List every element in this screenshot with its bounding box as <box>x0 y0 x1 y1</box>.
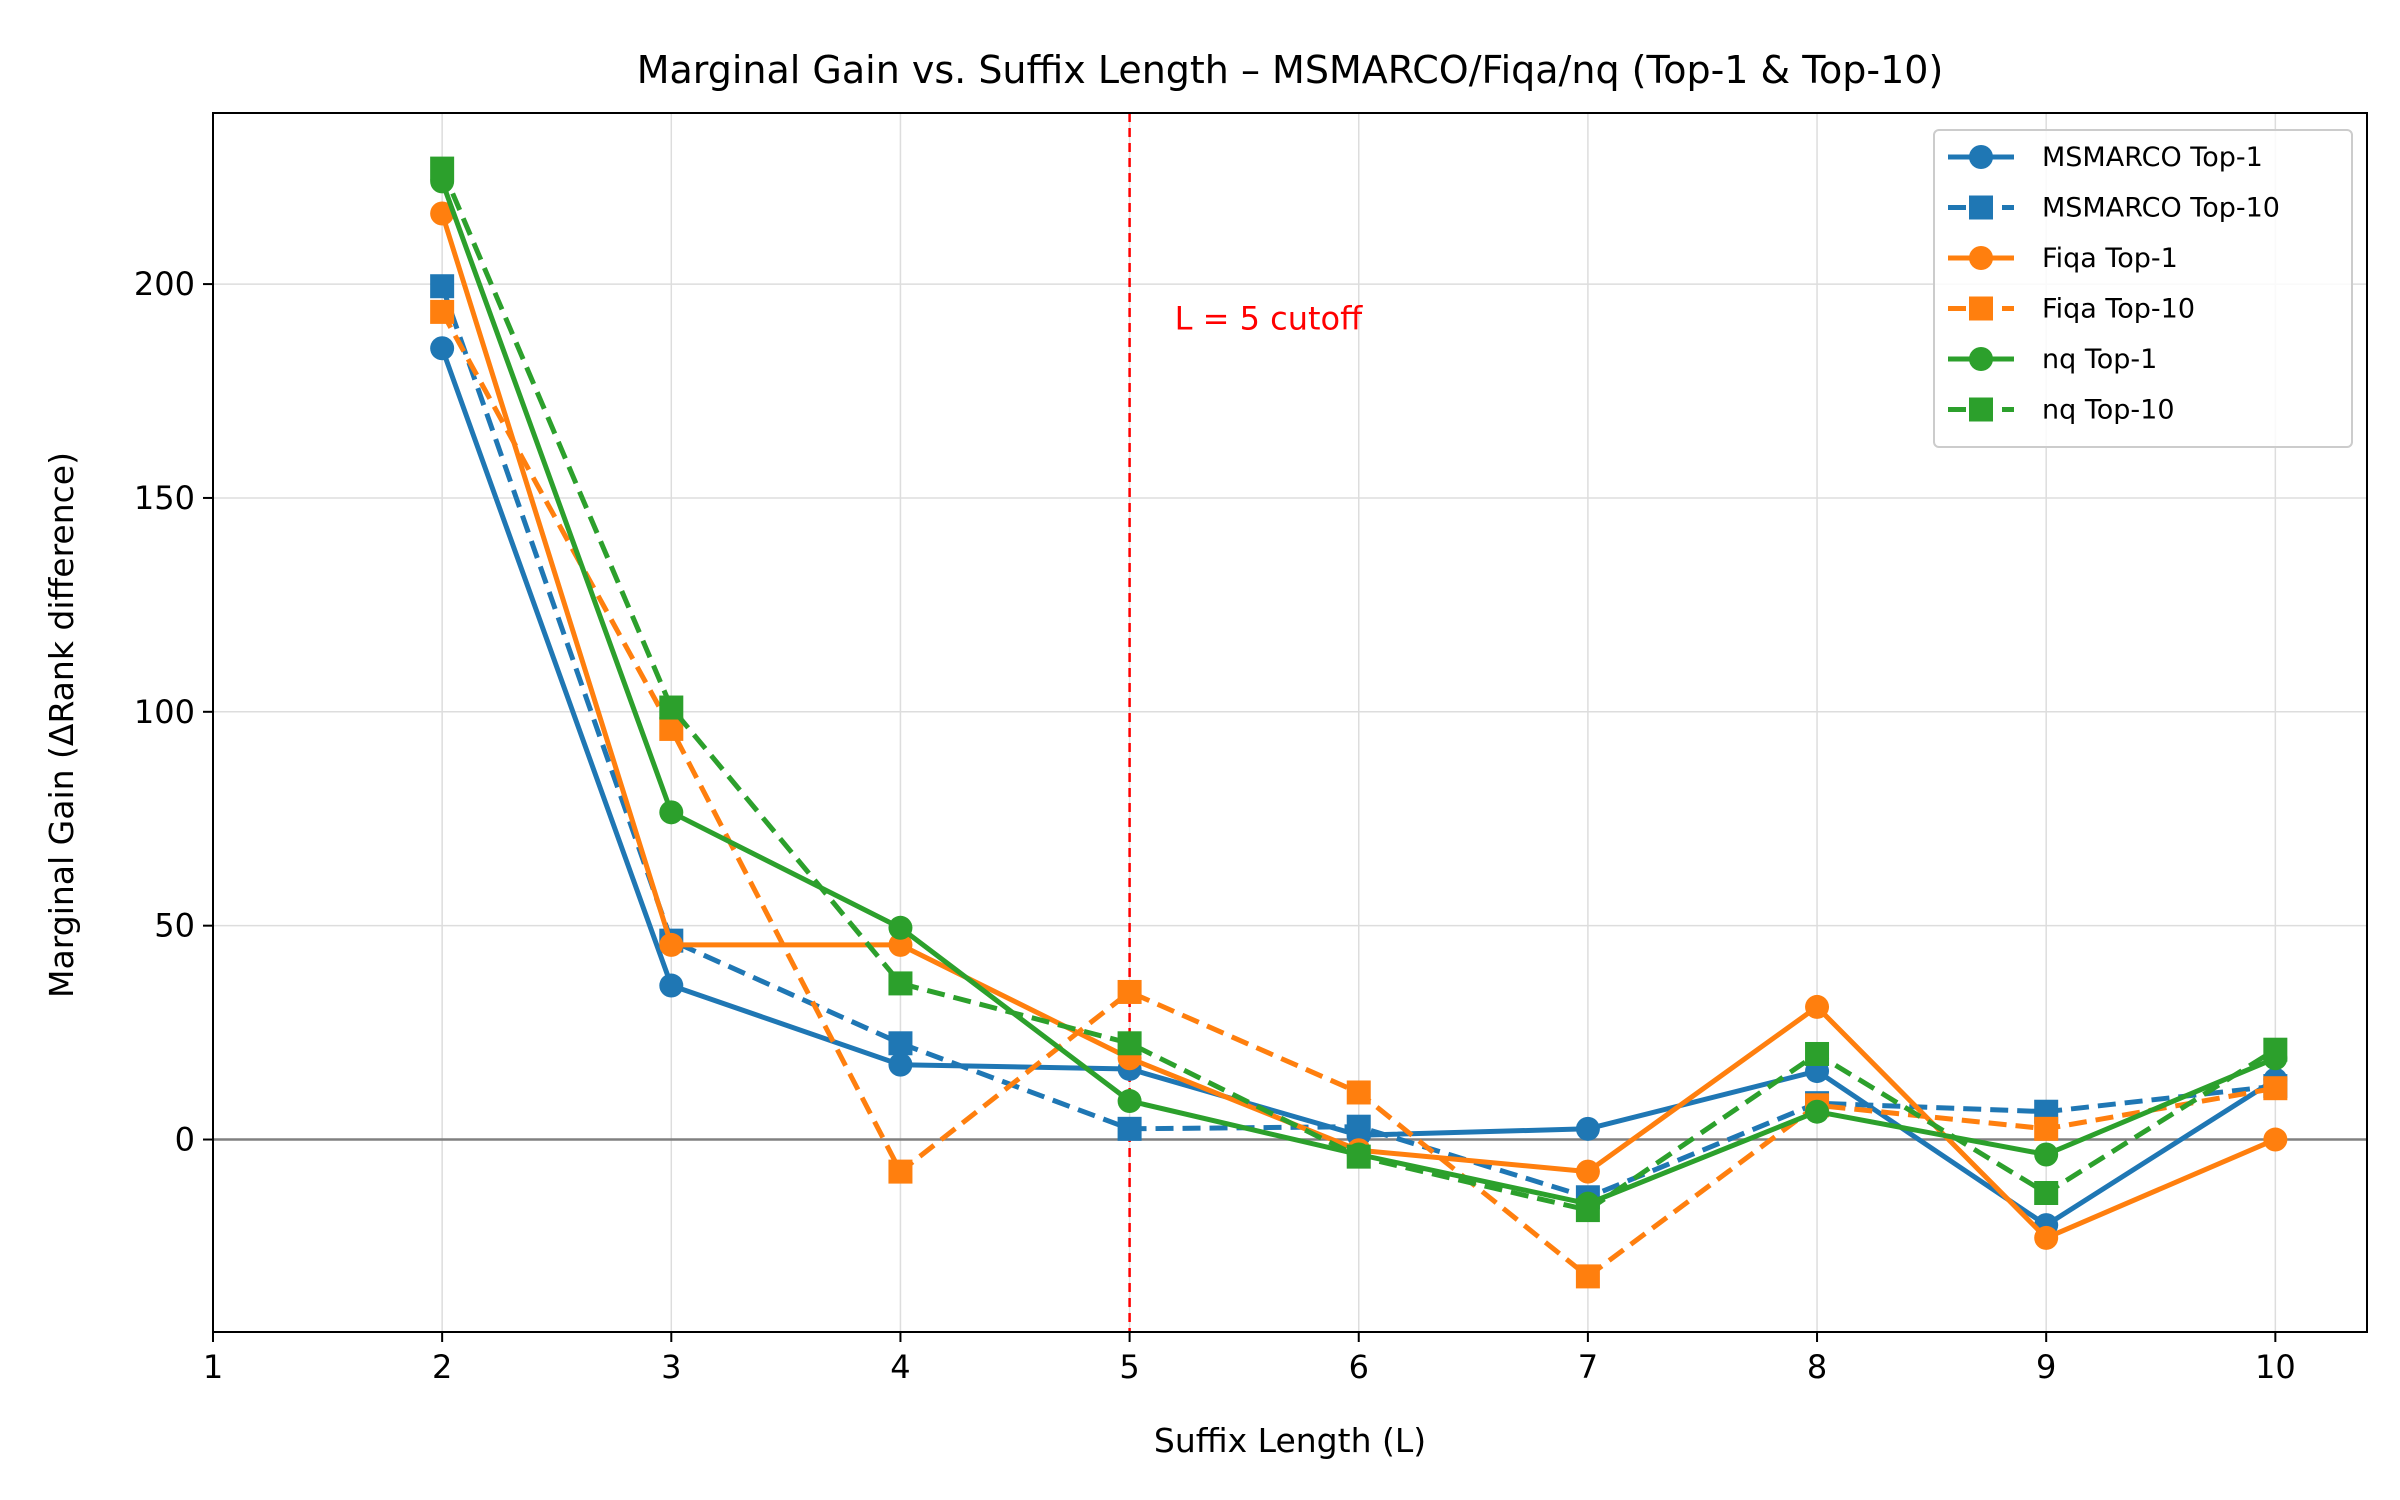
data-point <box>2034 1116 2059 1141</box>
data-point <box>659 932 684 957</box>
legend-marker <box>1969 397 1993 422</box>
legend-label: Fiqa Top-1 <box>2042 243 2178 274</box>
data-point <box>1117 1116 1142 1141</box>
legend-marker <box>1969 145 1993 169</box>
x-tick-label: 3 <box>661 1348 681 1386</box>
y-tick-label: 50 <box>154 907 195 945</box>
data-point <box>1575 1198 1600 1223</box>
legend-label: Fiqa Top-10 <box>2042 294 2195 325</box>
y-axis-label: Marginal Gain (ΔRank difference) <box>42 452 81 998</box>
legend-marker <box>1969 296 1993 321</box>
data-point <box>1575 1116 1600 1141</box>
data-point <box>659 800 684 825</box>
x-axis-label: Suffix Length (L) <box>1154 1421 1426 1460</box>
data-point <box>430 299 455 324</box>
y-tick-label: 150 <box>134 479 195 517</box>
data-point <box>888 932 913 957</box>
cutoff-annotation: L = 5 cutoff <box>1175 299 1364 337</box>
x-tick-label: 9 <box>2036 1348 2056 1386</box>
data-point <box>2034 1180 2059 1205</box>
x-tick-label: 4 <box>890 1348 910 1386</box>
legend-item: MSMARCO Top-1 <box>1948 142 2263 173</box>
data-point <box>2034 1225 2059 1250</box>
data-point <box>2263 1127 2288 1152</box>
data-point <box>888 971 913 996</box>
legend-label: nq Top-10 <box>2042 395 2175 426</box>
data-point <box>1575 1159 1600 1184</box>
plot-frame <box>212 112 2368 1333</box>
x-tick-label: 1 <box>203 1348 223 1386</box>
series-nq-top-10 <box>430 156 2288 1223</box>
legend-item: Fiqa Top-1 <box>1948 243 2178 274</box>
legend-box <box>1933 129 2353 448</box>
data-point <box>1117 1089 1142 1114</box>
legend-marker <box>1969 246 1993 270</box>
legend-marker <box>1969 195 1993 220</box>
y-tick-label: 100 <box>134 693 195 731</box>
data-point <box>659 695 684 720</box>
y-tick-label: 0 <box>175 1121 195 1159</box>
x-tick-label: 5 <box>1119 1348 1139 1386</box>
x-tick-label: 2 <box>432 1348 452 1386</box>
legend-label: nq Top-1 <box>2042 344 2157 375</box>
data-point <box>430 156 455 181</box>
legend-item: nq Top-1 <box>1948 344 2157 375</box>
legend-marker <box>1969 347 1993 371</box>
data-point <box>888 1052 913 1077</box>
data-point <box>888 1031 913 1056</box>
legend: MSMARCO Top-1 MSMARCO Top-10 Fiqa Top-1 Fiq… <box>1933 129 2353 448</box>
data-point <box>430 201 455 226</box>
data-point <box>1575 1264 1600 1289</box>
data-point <box>1346 1144 1371 1169</box>
data-point <box>2263 1076 2288 1101</box>
series-fiqa-top-10 <box>430 299 2288 1289</box>
data-point <box>430 274 455 299</box>
data-point <box>1346 1080 1371 1105</box>
chart-title: Marginal Gain vs. Suffix Length – MSMARC… <box>637 48 1944 92</box>
legend-item: Fiqa Top-10 <box>1948 294 2195 325</box>
x-tick-label: 7 <box>1578 1348 1598 1386</box>
y-axis-ticks: 0 50 100 150 200 <box>134 265 213 1159</box>
x-tick-label: 10 <box>2255 1348 2296 1386</box>
data-point <box>1805 994 1830 1019</box>
x-axis-ticks: 1 2 3 4 5 6 7 8 9 10 <box>203 1332 2296 1386</box>
data-point <box>888 915 913 940</box>
data-point <box>1805 1099 1830 1124</box>
x-tick-label: 8 <box>1807 1348 1827 1386</box>
data-point <box>2034 1142 2059 1167</box>
data-point <box>1117 979 1142 1004</box>
data-point <box>1346 1114 1371 1139</box>
series-layer <box>430 156 2288 1289</box>
legend-item: MSMARCO Top-10 <box>1948 193 2280 224</box>
legend-label: MSMARCO Top-10 <box>2042 193 2280 224</box>
x-tick-label: 6 <box>1349 1348 1369 1386</box>
data-point <box>430 336 455 361</box>
data-point <box>659 973 684 998</box>
data-point <box>2263 1037 2288 1062</box>
legend-label: MSMARCO Top-1 <box>2042 142 2263 173</box>
legend-item: nq Top-10 <box>1948 395 2175 426</box>
y-tick-label: 200 <box>134 265 195 303</box>
data-point <box>888 1159 913 1184</box>
data-point <box>1117 1031 1142 1056</box>
data-point <box>1805 1041 1830 1066</box>
